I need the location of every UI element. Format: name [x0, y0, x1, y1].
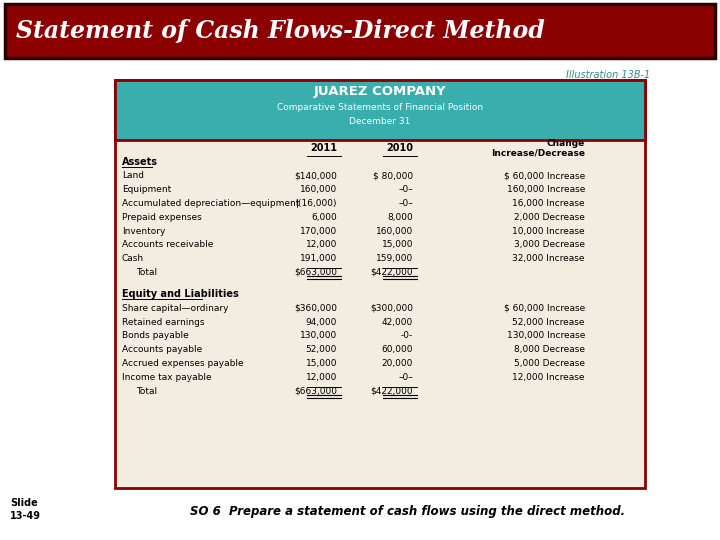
- Text: Land: Land: [122, 171, 144, 180]
- Text: Bonds payable: Bonds payable: [122, 332, 189, 340]
- Text: 130,000 Increase: 130,000 Increase: [507, 332, 585, 340]
- Text: Total: Total: [136, 387, 157, 396]
- Text: Income tax payable: Income tax payable: [122, 373, 212, 382]
- Text: SO 6  Prepare a statement of cash flows using the direct method.: SO 6 Prepare a statement of cash flows u…: [190, 505, 625, 518]
- Text: Statement of Cash Flows-Direct Method: Statement of Cash Flows-Direct Method: [16, 19, 545, 43]
- Text: Accounts payable: Accounts payable: [122, 345, 202, 354]
- Text: $663,000: $663,000: [294, 387, 337, 396]
- Bar: [115, 80, 645, 488]
- Text: $140,000: $140,000: [294, 171, 337, 180]
- Text: Accumulated depreciation—equipment: Accumulated depreciation—equipment: [122, 199, 300, 208]
- Text: Equipment: Equipment: [122, 185, 171, 194]
- Text: 2010: 2010: [386, 143, 413, 153]
- Text: 8,000 Decrease: 8,000 Decrease: [514, 345, 585, 354]
- Text: Inventory: Inventory: [122, 226, 166, 235]
- Text: 191,000: 191,000: [300, 254, 337, 263]
- Text: Increase/Decrease: Increase/Decrease: [491, 148, 585, 158]
- Text: $ 80,000: $ 80,000: [373, 171, 413, 180]
- Text: –0–: –0–: [398, 199, 413, 208]
- Text: 160,000: 160,000: [376, 226, 413, 235]
- Text: Retained earnings: Retained earnings: [122, 318, 204, 327]
- Text: 6,000: 6,000: [311, 213, 337, 222]
- Text: 15,000: 15,000: [382, 240, 413, 249]
- Text: 160,000 Increase: 160,000 Increase: [507, 185, 585, 194]
- Text: |(16,000): |(16,000): [295, 199, 337, 208]
- Text: JUAREZ COMPANY: JUAREZ COMPANY: [314, 85, 446, 98]
- Text: $300,000: $300,000: [370, 304, 413, 313]
- Text: Accounts receivable: Accounts receivable: [122, 240, 213, 249]
- Text: 32,000 Increase: 32,000 Increase: [513, 254, 585, 263]
- Text: $422,000: $422,000: [370, 387, 413, 396]
- Text: –0–: –0–: [398, 373, 413, 382]
- Text: 94,000: 94,000: [305, 318, 337, 327]
- Text: Cash: Cash: [122, 254, 144, 263]
- Text: –0–: –0–: [398, 185, 413, 194]
- Text: Slide
13-49: Slide 13-49: [10, 498, 41, 521]
- Text: 16,000 Increase: 16,000 Increase: [513, 199, 585, 208]
- Text: 12,000 Increase: 12,000 Increase: [513, 373, 585, 382]
- Text: 20,000: 20,000: [382, 359, 413, 368]
- Text: 10,000 Increase: 10,000 Increase: [513, 226, 585, 235]
- Text: 12,000: 12,000: [305, 240, 337, 249]
- Text: $663,000: $663,000: [294, 268, 337, 277]
- Text: -0-: -0-: [401, 332, 413, 340]
- Text: 130,000: 130,000: [300, 332, 337, 340]
- Text: 8,000: 8,000: [387, 213, 413, 222]
- Text: 42,000: 42,000: [382, 318, 413, 327]
- Text: Prepaid expenses: Prepaid expenses: [122, 213, 202, 222]
- Text: 12,000: 12,000: [305, 373, 337, 382]
- Text: Assets: Assets: [122, 157, 158, 167]
- Bar: [5, 4, 715, 58]
- Text: 2,000 Decrease: 2,000 Decrease: [514, 213, 585, 222]
- Text: Share capital—ordinary: Share capital—ordinary: [122, 304, 228, 313]
- Text: 170,000: 170,000: [300, 226, 337, 235]
- Text: 52,000: 52,000: [305, 345, 337, 354]
- Text: 60,000: 60,000: [382, 345, 413, 354]
- Text: December 31: December 31: [349, 118, 410, 126]
- Text: 2011: 2011: [310, 143, 337, 153]
- Text: $ 60,000 Increase: $ 60,000 Increase: [504, 171, 585, 180]
- Text: 159,000: 159,000: [376, 254, 413, 263]
- Text: Total: Total: [136, 268, 157, 277]
- Text: 160,000: 160,000: [300, 185, 337, 194]
- Text: 52,000 Increase: 52,000 Increase: [513, 318, 585, 327]
- Text: Illustration 13B-1: Illustration 13B-1: [566, 70, 650, 80]
- Text: Accrued expenses payable: Accrued expenses payable: [122, 359, 243, 368]
- Text: Comparative Statements of Financial Position: Comparative Statements of Financial Posi…: [277, 103, 483, 111]
- Text: $ 60,000 Increase: $ 60,000 Increase: [504, 304, 585, 313]
- Text: 5,000 Decrease: 5,000 Decrease: [514, 359, 585, 368]
- Text: Equity and Liabilities: Equity and Liabilities: [122, 289, 239, 300]
- Text: $360,000: $360,000: [294, 304, 337, 313]
- Text: 3,000 Decrease: 3,000 Decrease: [514, 240, 585, 249]
- Text: 15,000: 15,000: [305, 359, 337, 368]
- Bar: [115, 80, 645, 140]
- Text: Change: Change: [546, 139, 585, 148]
- Text: $422,000: $422,000: [370, 268, 413, 277]
